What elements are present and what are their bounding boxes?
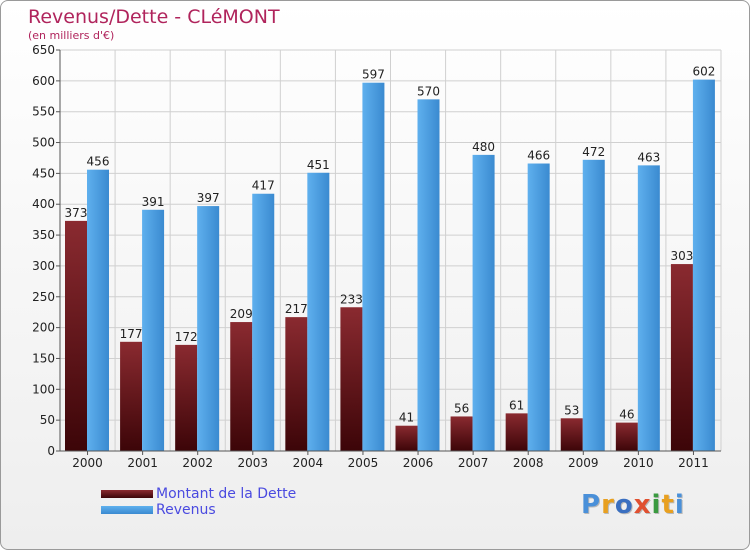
bar-revenue [527, 163, 550, 451]
proxiti-logo: Proxiti [581, 490, 685, 520]
bar-debt [450, 416, 473, 451]
bar-debt [340, 307, 363, 451]
data-label-debt: 61 [509, 398, 524, 412]
x-tick-label: 2000 [72, 456, 103, 470]
chart-title: Revenus/Dette - CLéMONT [28, 6, 280, 28]
data-label-revenue: 480 [472, 140, 495, 154]
x-tick-label: 2009 [568, 456, 599, 470]
bar-layer [65, 79, 715, 451]
y-tick-label: 0 [47, 444, 55, 458]
logo-letter: r [601, 490, 615, 520]
y-tick-label: 200 [32, 321, 55, 335]
data-label-revenue: 602 [692, 65, 715, 79]
data-label-debt: 217 [285, 302, 308, 316]
data-label-revenue: 463 [637, 150, 660, 164]
logo-letter: t [661, 490, 675, 520]
legend-label-debt: Montant de la Dette [156, 486, 297, 502]
bar-revenue [307, 172, 330, 451]
x-tick-label: 2005 [348, 456, 379, 470]
bar-revenue [197, 206, 220, 451]
bar-debt [285, 317, 308, 451]
y-tick-label: 600 [32, 74, 55, 88]
data-label-debt: 209 [230, 307, 253, 321]
y-tick-label: 450 [32, 166, 55, 180]
legend-label-revenue: Revenus [156, 502, 216, 518]
data-label-revenue: 466 [527, 149, 550, 163]
logo-letter: o [614, 490, 634, 520]
y-tick-label: 500 [32, 136, 55, 150]
chart-subtitle: (en milliers d'€) [28, 29, 115, 42]
y-tick-label: 400 [32, 197, 55, 211]
bar-revenue [362, 82, 385, 451]
x-tick-label: 2006 [403, 456, 434, 470]
logo-letter: i [674, 490, 685, 520]
x-tick-label: 2008 [513, 456, 544, 470]
bar-debt [175, 344, 198, 451]
data-label-revenue: 456 [87, 155, 110, 169]
y-tick-label: 300 [32, 259, 55, 273]
bar-revenue [417, 99, 440, 451]
logo-letter: x [633, 490, 652, 520]
data-label-debt: 172 [175, 330, 198, 344]
data-label-revenue: 391 [142, 195, 165, 209]
bar-debt [670, 264, 693, 451]
x-tick-label: 2007 [458, 456, 489, 470]
logo-letter: i [651, 490, 662, 520]
bar-debt [120, 341, 143, 451]
y-tick-label: 50 [40, 413, 55, 427]
data-label-debt: 41 [399, 411, 414, 425]
x-tick-label: 2011 [678, 456, 709, 470]
y-tick-label: 650 [32, 43, 55, 57]
data-label-revenue: 397 [197, 191, 220, 205]
bar-debt [560, 418, 583, 451]
bar-debt [395, 425, 418, 451]
bar-debt [505, 413, 528, 451]
data-label-debt: 46 [619, 408, 634, 422]
x-tick-label: 2001 [127, 456, 158, 470]
bar-revenue [142, 209, 165, 451]
bar-revenue [582, 159, 605, 451]
data-label-revenue: 597 [362, 68, 385, 82]
y-tick-label: 150 [32, 351, 55, 365]
y-tick-label: 550 [32, 105, 55, 119]
bar-revenue [637, 165, 660, 451]
data-label-debt: 56 [454, 401, 469, 415]
axis-layer: 0 50 100 150 200 250 300 350 400 450 500 550 600 650 3… [32, 43, 721, 470]
data-label-revenue: 472 [582, 145, 605, 159]
bar-debt [230, 322, 253, 451]
bar-debt [615, 422, 638, 451]
data-label-debt: 53 [564, 403, 579, 417]
legend-swatch-revenue [101, 506, 153, 514]
x-tick-label: 2003 [238, 456, 269, 470]
data-label-revenue: 417 [252, 179, 275, 193]
bar-revenue [472, 154, 495, 451]
legend-swatch-debt [101, 490, 153, 498]
bar-debt [65, 220, 87, 451]
x-tick-label: 2002 [182, 456, 213, 470]
logo-letter: P [581, 490, 602, 520]
data-label-debt: 233 [340, 292, 363, 306]
data-label-revenue: 451 [307, 158, 330, 172]
y-tick-label: 250 [32, 290, 55, 304]
data-label-debt: 177 [120, 327, 143, 341]
bar-revenue [252, 193, 275, 451]
y-tick-label: 350 [32, 228, 55, 242]
y-tick-label: 100 [32, 382, 55, 396]
bar-revenue [87, 169, 109, 451]
x-tick-label: 2004 [293, 456, 324, 470]
data-label-debt: 303 [670, 249, 693, 263]
data-label-revenue: 570 [417, 84, 440, 98]
bar-revenue [692, 79, 715, 451]
x-tick-label: 2010 [623, 456, 654, 470]
data-label-debt: 373 [65, 206, 88, 220]
